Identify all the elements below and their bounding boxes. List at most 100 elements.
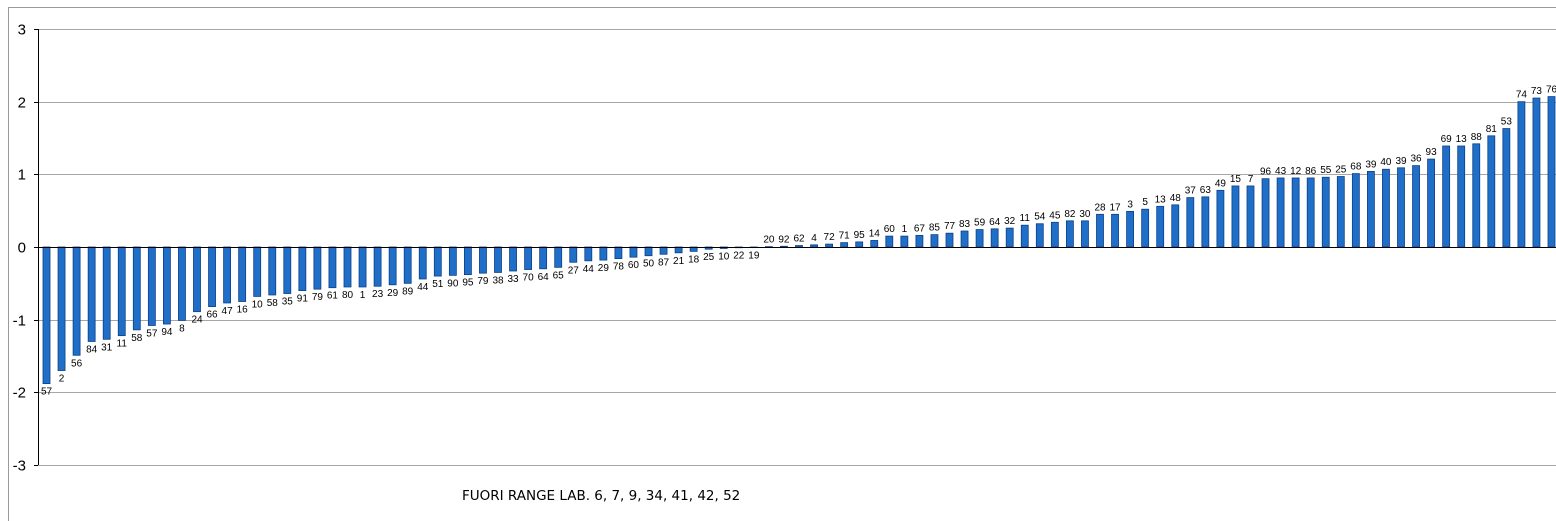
bar <box>1412 165 1420 248</box>
bar <box>433 246 442 277</box>
bar <box>1336 176 1345 248</box>
bar-label: 62 <box>793 234 805 245</box>
bar <box>1231 185 1240 248</box>
bar <box>1502 128 1511 248</box>
bar <box>1066 220 1074 248</box>
bar-label: 68 <box>1350 162 1362 173</box>
bar-label: 90 <box>447 278 459 289</box>
bar <box>1291 177 1300 248</box>
bar-label: 22 <box>733 251 745 262</box>
bar <box>102 246 111 340</box>
y-tick-label: 3 <box>18 22 26 39</box>
bar <box>1276 177 1285 248</box>
bar-label: 44 <box>417 282 429 293</box>
bar <box>1096 213 1104 248</box>
bar-label: 57 <box>41 387 53 398</box>
bar-label: 14 <box>869 228 881 239</box>
bar <box>1005 227 1014 248</box>
bar <box>1126 210 1134 248</box>
bar <box>870 240 879 248</box>
bar-label: 33 <box>507 274 519 285</box>
bar <box>1246 185 1255 248</box>
bar-label: 13 <box>1456 134 1468 145</box>
bar <box>990 228 999 248</box>
bar <box>418 246 427 280</box>
bar-label: 73 <box>1531 86 1543 97</box>
bar-label: 67 <box>914 223 926 234</box>
bar-label: 10 <box>718 251 730 262</box>
bar-label: 44 <box>583 264 595 275</box>
bar-label: 45 <box>1049 210 1061 221</box>
y-tick-label: 1 <box>18 167 26 184</box>
bar-label: 81 <box>1486 124 1498 135</box>
bar-label: 70 <box>523 273 535 284</box>
bar <box>1382 168 1390 248</box>
bar-label: 92 <box>778 234 790 245</box>
bar <box>1201 196 1210 248</box>
bar <box>1517 101 1526 248</box>
bar-label: 18 <box>688 254 700 265</box>
bar-label: 58 <box>267 298 279 309</box>
bar <box>960 230 969 248</box>
bar-label: 37 <box>1185 186 1197 197</box>
bar-label: 32 <box>1004 216 1016 227</box>
bar-label: 79 <box>477 276 489 287</box>
bar <box>810 244 818 248</box>
bar <box>494 246 502 273</box>
bar <box>1306 177 1315 248</box>
bar-label: 78 <box>613 262 625 273</box>
out-of-range-note: FUORI RANGE LAB. 6, 7, 9, 34, 41, 42, 52 <box>462 488 741 504</box>
bar <box>554 246 563 268</box>
bar <box>298 246 307 291</box>
bar <box>614 246 623 260</box>
bar-label: 83 <box>959 219 971 230</box>
bar-label: 85 <box>929 223 941 234</box>
bar-label: 1 <box>902 224 908 235</box>
bar-label: 39 <box>1365 159 1377 170</box>
bar-label: 94 <box>161 327 173 338</box>
bar-label: 1 <box>360 290 366 301</box>
bar-label: 69 <box>1441 134 1453 145</box>
bar-label: 8 <box>179 323 185 334</box>
bar-label: 30 <box>1079 209 1091 220</box>
bars <box>42 96 1556 385</box>
y-tick-label: 0 <box>18 240 26 257</box>
bar <box>463 246 472 276</box>
bar-label: 55 <box>1320 165 1332 176</box>
bar-label: 10 <box>252 299 264 310</box>
bar-label: 86 <box>1305 166 1317 177</box>
bar-label: 27 <box>568 265 580 276</box>
bar <box>539 246 548 270</box>
bar-label: 71 <box>839 231 851 242</box>
bar <box>1020 224 1029 248</box>
bar <box>1487 135 1496 248</box>
bar <box>42 246 51 385</box>
bar-label: 29 <box>598 263 610 274</box>
bar-label: 35 <box>282 297 294 308</box>
bar-label: 13 <box>1155 194 1167 205</box>
bar <box>1186 197 1195 248</box>
bar-label: 7 <box>1248 174 1254 185</box>
bar <box>1442 145 1451 248</box>
bar <box>524 246 532 270</box>
bar-label: 95 <box>462 278 474 289</box>
bar-label: 19 <box>748 251 760 262</box>
bar-label: 65 <box>553 270 565 281</box>
bar <box>945 232 954 248</box>
bar <box>1171 204 1180 248</box>
bar-label: 25 <box>703 252 715 263</box>
bar-label: 95 <box>854 230 866 241</box>
bar-label: 80 <box>342 290 354 301</box>
bar <box>193 246 201 313</box>
bar-label: 61 <box>327 291 339 302</box>
bar <box>1141 208 1150 248</box>
bar-label: 84 <box>86 344 98 355</box>
bar <box>313 246 322 290</box>
bar-label: 20 <box>763 235 775 246</box>
bar <box>1261 178 1270 248</box>
bar <box>1472 143 1481 248</box>
bar-label: 39 <box>1395 156 1407 167</box>
bar-label: 54 <box>1034 212 1046 223</box>
bar <box>388 246 397 286</box>
